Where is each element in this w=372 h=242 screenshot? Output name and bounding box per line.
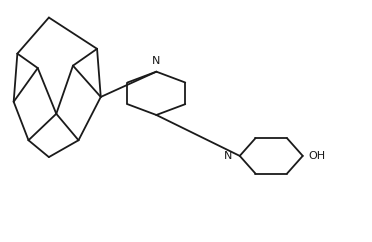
Text: N: N: [152, 56, 161, 66]
Text: N: N: [224, 151, 232, 161]
Text: OH: OH: [308, 151, 326, 161]
